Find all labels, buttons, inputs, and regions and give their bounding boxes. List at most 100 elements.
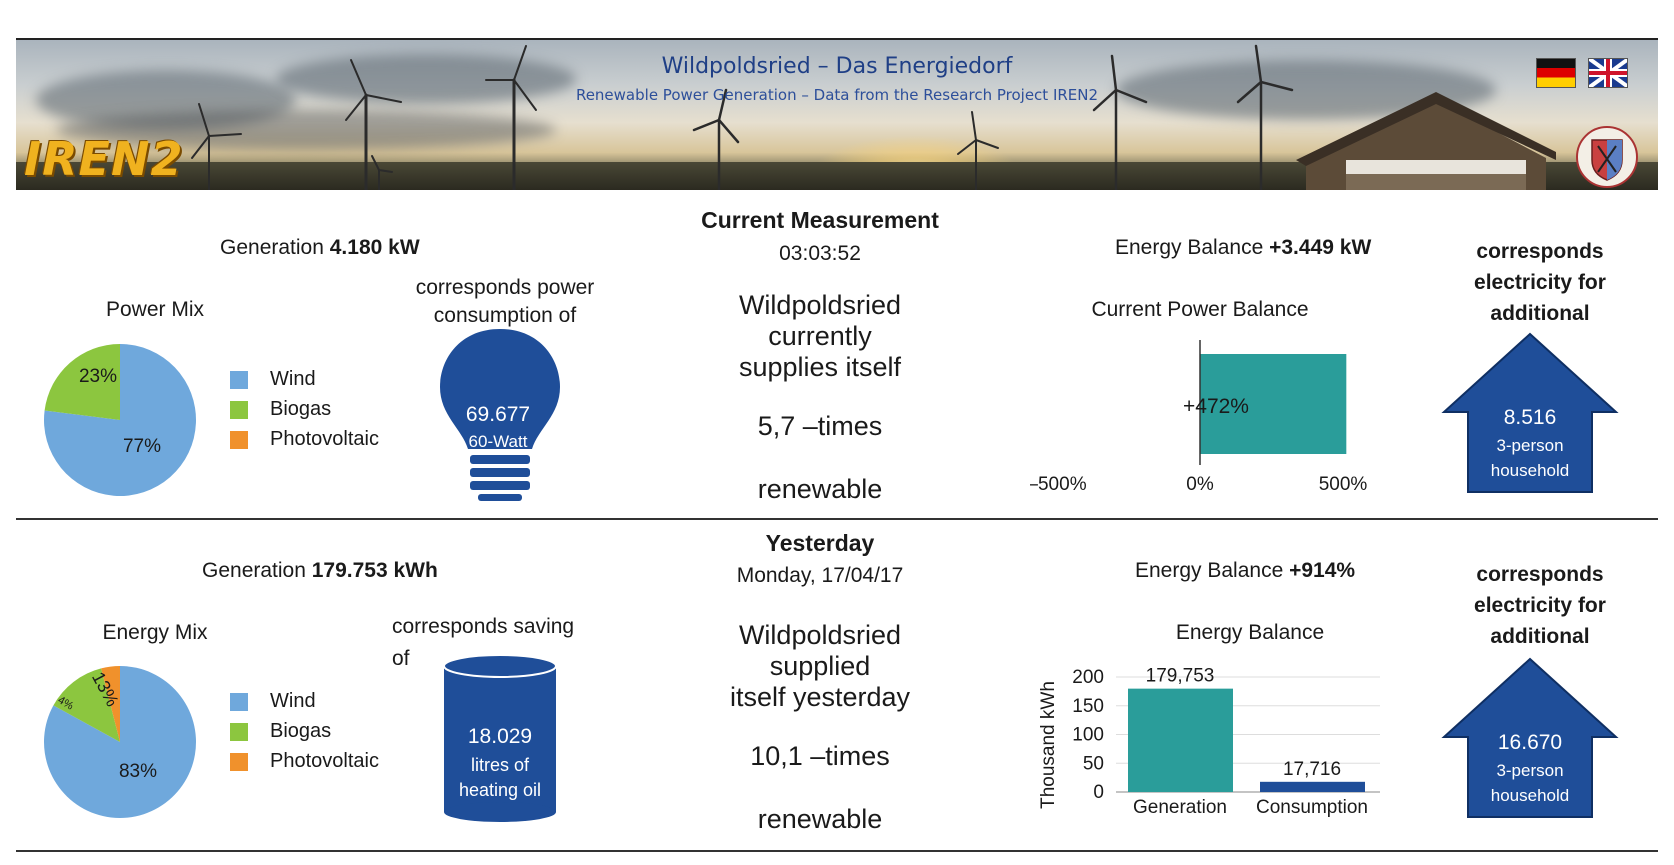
turbine-icon bbox=[1236, 44, 1294, 190]
turbine-icon bbox=[485, 45, 537, 190]
house-unit: 3-person bbox=[1496, 436, 1563, 455]
current-corresponds-households-text: corresponds electricity for additional bbox=[1474, 240, 1606, 325]
house-unit: household bbox=[1491, 786, 1569, 805]
legend-swatch bbox=[230, 752, 248, 771]
current-self-supply-text: Wildpoldsried currently supplies itself bbox=[738, 290, 902, 382]
section-divider bbox=[16, 518, 1658, 520]
current-time: 03:03:52 bbox=[779, 242, 861, 265]
generation-value: 4.180 kW bbox=[329, 236, 420, 259]
current-heading: Current Measurement bbox=[701, 207, 939, 233]
pie-slice-biogas bbox=[44, 344, 120, 420]
turbine-icon bbox=[692, 88, 740, 190]
current-energy-balance: Energy Balance +3.449 kW bbox=[1115, 236, 1371, 260]
balance-label: Energy Balance bbox=[1135, 559, 1284, 582]
section-divider bbox=[16, 850, 1658, 852]
de-flag-icon[interactable] bbox=[1536, 58, 1576, 88]
y-tick-label: 100 bbox=[1072, 725, 1104, 746]
pie-slice-biogas bbox=[53, 668, 120, 742]
legend-swatch bbox=[230, 692, 248, 711]
x-tick-label: Consumption bbox=[1256, 797, 1368, 818]
barrel-value: 18.029 bbox=[468, 725, 532, 748]
pie-slice-photovoltaic bbox=[101, 666, 120, 742]
lightbulb-icon: 69.677 60-Watt bbox=[440, 329, 560, 501]
yesterday-date: Monday, 17/04/17 bbox=[736, 564, 904, 587]
energy-mix-pie-chart: 13% 4% 83% bbox=[43, 666, 196, 818]
power-mix-title: Power Mix bbox=[105, 298, 205, 321]
pie-label-wind: 83% bbox=[119, 761, 157, 782]
banner-subtitle: Renewable Power Generation – Data from t… bbox=[575, 86, 1099, 104]
yesterday-heading: Yesterday bbox=[765, 530, 875, 556]
corresponds-consumption-text: corresponds power consumption of bbox=[415, 276, 595, 327]
generation-label: Generation bbox=[220, 236, 324, 259]
y-tick-label: 200 bbox=[1072, 667, 1104, 688]
generation-label: Generation bbox=[202, 559, 306, 582]
header-banner: Wildpoldsried – Das Energiedorf Renewabl… bbox=[16, 38, 1658, 190]
turbine-icon bbox=[371, 155, 393, 190]
yesterday-times-text: 10,1 –times bbox=[750, 741, 890, 771]
y-axis-label: Thousand kWh bbox=[1038, 681, 1059, 809]
balance-value: +3.449 kW bbox=[1269, 236, 1372, 259]
x-tick-label: Generation bbox=[1133, 797, 1227, 818]
yesterday-corresponds-households-text: corresponds electricity for additional bbox=[1474, 563, 1606, 648]
y-tick-label: 150 bbox=[1072, 696, 1104, 717]
current-power-balance-title: Current Power Balance bbox=[1091, 298, 1309, 321]
energy-balance-chart-title: Energy Balance bbox=[1175, 621, 1325, 644]
pie-slice-wind bbox=[43, 666, 196, 818]
bar-consumption bbox=[1260, 781, 1365, 792]
iren2-logo: IREN2 bbox=[24, 132, 184, 186]
house-icon: 16.670 3-person household bbox=[1441, 657, 1619, 818]
oil-barrel-icon: 18.029 litres of heating oil bbox=[443, 654, 557, 822]
legend-item-photovoltaic: Photovoltaic bbox=[230, 428, 379, 451]
legend-item-wind: Wind bbox=[230, 690, 316, 713]
generation-value: 179.753 kWh bbox=[311, 559, 438, 582]
turbine-icon bbox=[1092, 54, 1148, 190]
energy-mix-title: Energy Mix bbox=[102, 621, 208, 644]
yesterday-energy-balance: Energy Balance +914% bbox=[1135, 559, 1355, 583]
bar-generation bbox=[1128, 688, 1233, 792]
y-ticks: 0 50 100 150 200 bbox=[1072, 667, 1104, 803]
current-renewable-text: renewable bbox=[757, 474, 883, 504]
current-times-text: 5,7 –times bbox=[757, 411, 883, 441]
turbine-icon bbox=[957, 111, 999, 190]
barrel-unit: heating oil bbox=[459, 780, 541, 800]
pie-label-biogas: 23% bbox=[79, 366, 117, 387]
yesterday-self-supply-text: Wildpoldsried supplied itself yesterday bbox=[729, 620, 911, 712]
wind-turbines-illustration bbox=[191, 44, 1556, 190]
coat-of-arms-icon bbox=[1576, 126, 1638, 188]
x-tick-label: –500% bbox=[1030, 474, 1087, 495]
turbine-icon bbox=[191, 103, 242, 190]
bar-data-label: 17,716 bbox=[1283, 759, 1341, 780]
legend-item-biogas: Biogas bbox=[230, 398, 331, 421]
legend-item-biogas: Biogas bbox=[230, 720, 331, 743]
yesterday-renewable-text: renewable bbox=[757, 804, 883, 834]
house-icon: 8.516 3-person household bbox=[1441, 332, 1619, 493]
cloud-decoration bbox=[56, 110, 556, 150]
bulb-unit: 60-Watt bbox=[469, 432, 528, 451]
barrel-unit: litres of bbox=[471, 755, 530, 775]
power-mix-pie-chart: 23% 77% bbox=[44, 344, 196, 496]
legend-swatch bbox=[230, 400, 248, 419]
house-unit: household bbox=[1491, 461, 1569, 480]
legend-swatch bbox=[230, 370, 248, 389]
house-value: 16.670 bbox=[1498, 731, 1562, 754]
bar-balance bbox=[1200, 354, 1347, 454]
turbine-icon bbox=[345, 59, 402, 190]
uk-flag-icon[interactable] bbox=[1588, 58, 1628, 88]
current-generation: Generation 4.180 kW bbox=[220, 236, 420, 260]
legend-swatch bbox=[230, 722, 248, 741]
legend-item-wind: Wind bbox=[230, 368, 316, 391]
balance-label: Energy Balance bbox=[1115, 236, 1264, 259]
x-tick-label: 0% bbox=[1186, 474, 1214, 495]
banner-title: Wildpoldsried – Das Energiedorf bbox=[661, 54, 1013, 79]
house-building-illustration bbox=[1296, 92, 1556, 190]
balance-value: +914% bbox=[1289, 559, 1356, 582]
bar-data-label: +472% bbox=[1183, 395, 1249, 418]
bulb-value: 69.677 bbox=[466, 403, 530, 426]
house-value: 8.516 bbox=[1504, 406, 1557, 429]
bar-data-label: 179,753 bbox=[1146, 666, 1215, 687]
yesterday-generation: Generation 179.753 kWh bbox=[202, 559, 438, 583]
legend-item-photovoltaic: Photovoltaic bbox=[230, 750, 379, 773]
legend-swatch bbox=[230, 430, 248, 449]
y-tick-label: 0 bbox=[1093, 782, 1104, 803]
house-unit: 3-person bbox=[1496, 761, 1563, 780]
